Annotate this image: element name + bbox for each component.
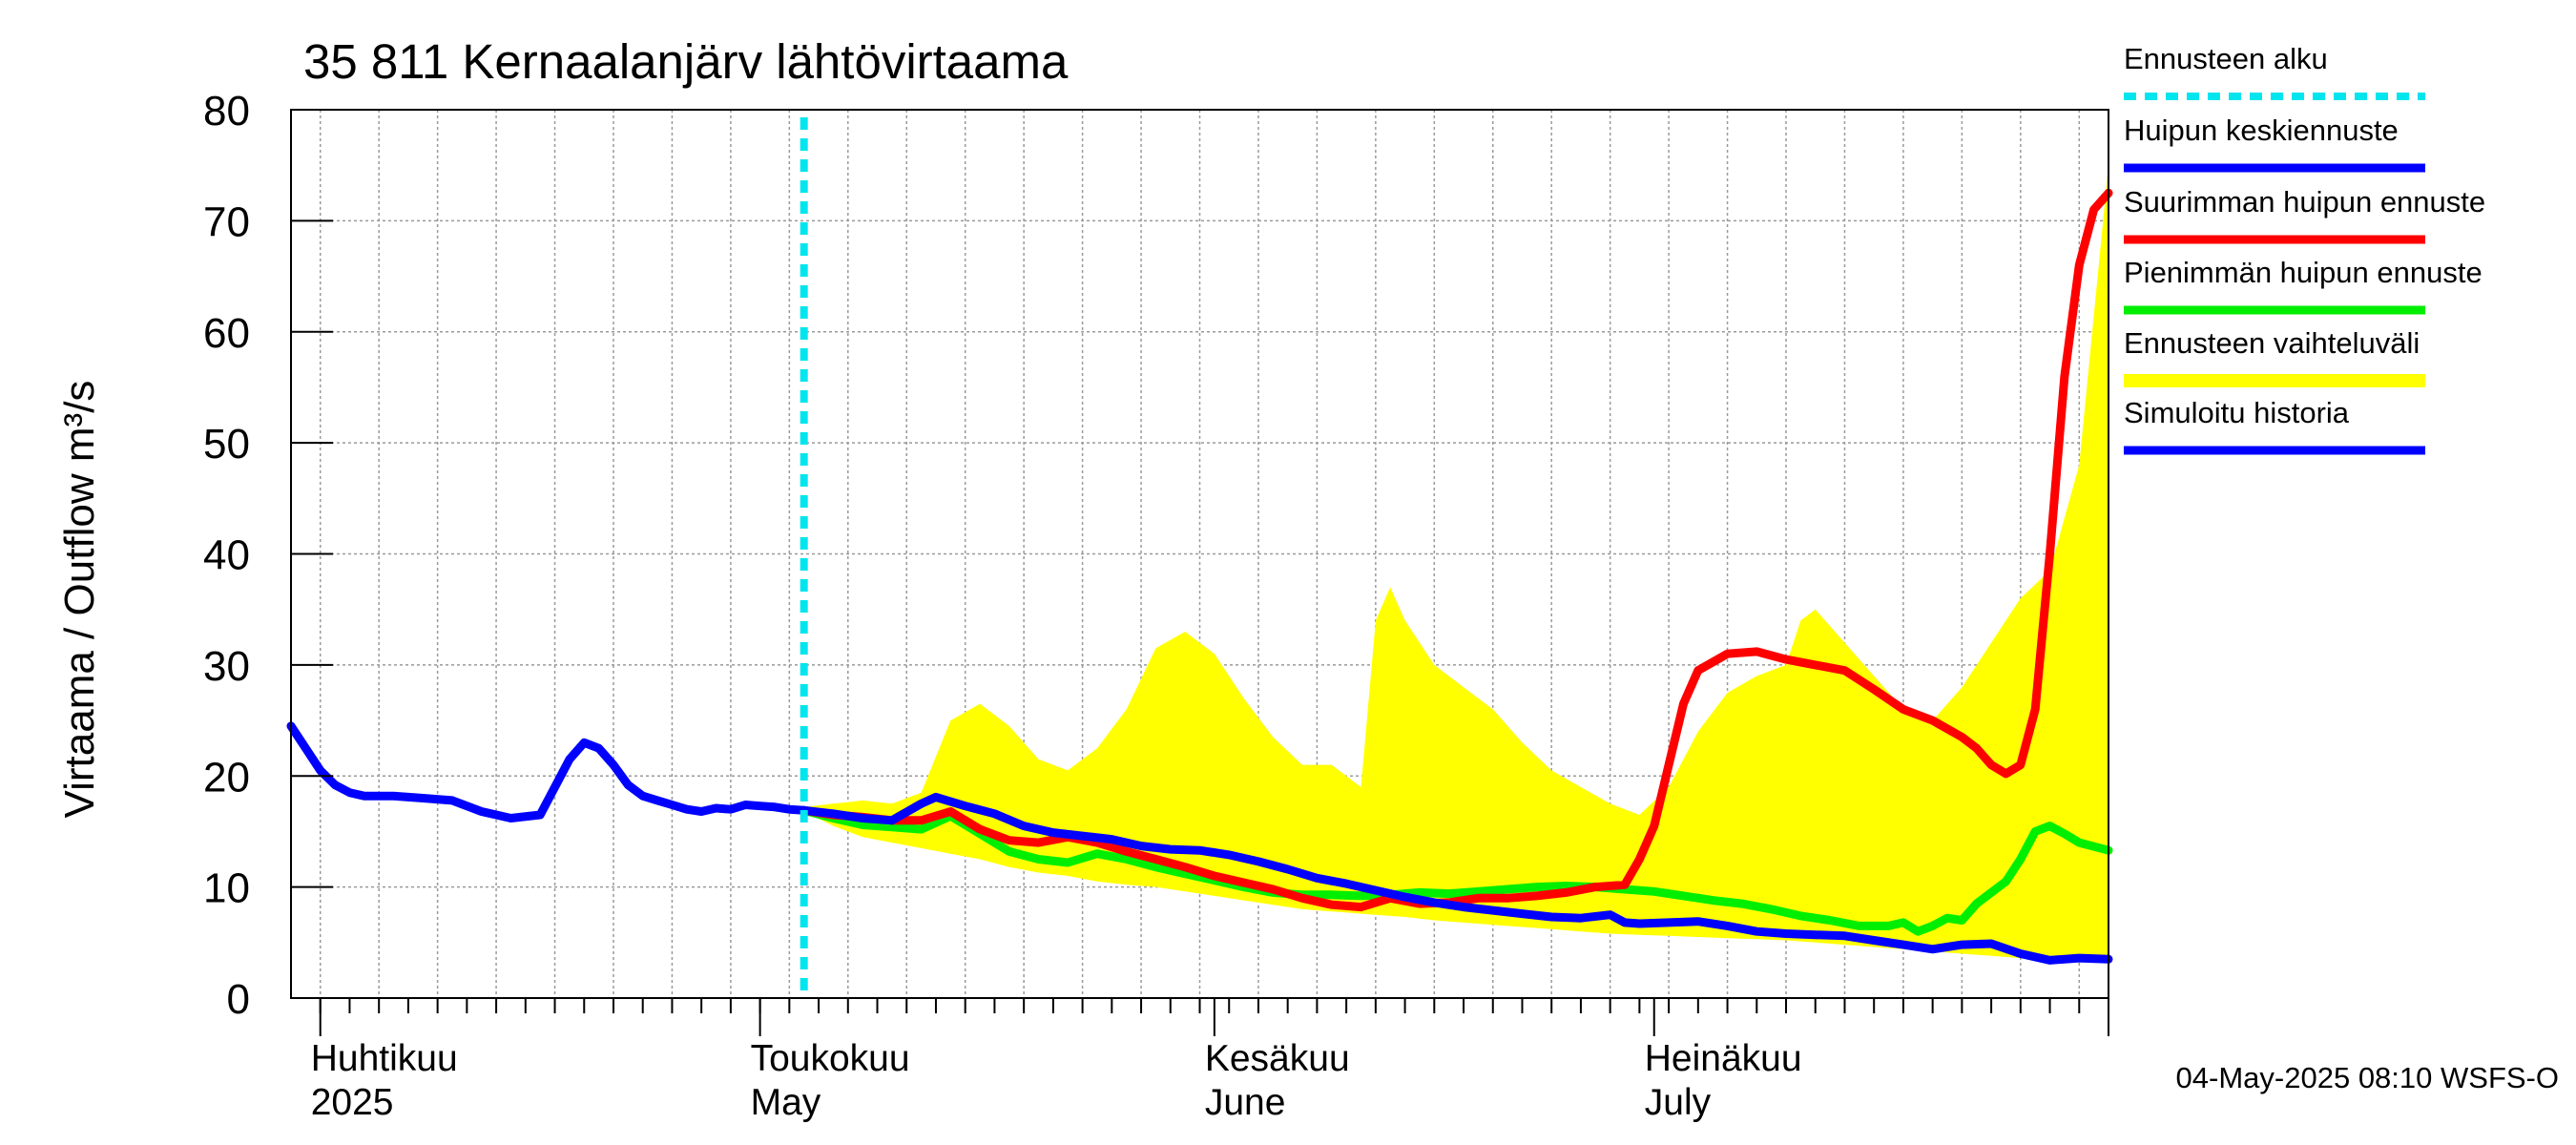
- simulated-history-line: [286, 721, 809, 822]
- y-tick-label: 60: [203, 310, 250, 357]
- legend-forecast-start: Ennusteen alku: [2124, 42, 2425, 100]
- y-tick-label: 30: [203, 643, 250, 690]
- legend-label: Huipun keskiennuste: [2124, 114, 2399, 147]
- x-month-sublabel: May: [751, 1082, 821, 1123]
- legend-label: Ennusteen vaihteluväli: [2124, 326, 2420, 360]
- min-forecast-line: [800, 805, 2113, 936]
- legend-label: Ennusteen alku: [2124, 42, 2328, 75]
- y-tick-label: 0: [227, 976, 250, 1023]
- y-axis-label: Virtaama / Outflow m³/s: [56, 381, 103, 819]
- forecast-range-band: [775, 165, 2109, 963]
- legend-max-forecast: Suurimman huipun ennuste: [2124, 185, 2485, 244]
- legend-label: Suurimman huipun ennuste: [2124, 185, 2485, 219]
- y-tick-label: 50: [203, 421, 250, 468]
- legend-swatch: [2124, 374, 2425, 387]
- legend-label: Pienimmän huipun ennuste: [2124, 256, 2483, 289]
- max-forecast-line: [800, 188, 2113, 912]
- x-month-label: Kesäkuu: [1205, 1038, 1350, 1079]
- x-month-sublabel: 2025: [311, 1082, 394, 1123]
- legend-forecast-range: Ennusteen vaihteluväli: [2124, 326, 2425, 387]
- legend-label: Simuloitu historia: [2124, 396, 2350, 429]
- x-month-sublabel: June: [1205, 1082, 1286, 1123]
- y-tick-label: 20: [203, 754, 250, 801]
- legend-min-forecast: Pienimmän huipun ennuste: [2124, 256, 2483, 315]
- forecast-range-layer: [775, 165, 2109, 963]
- x-month-label: Toukokuu: [751, 1038, 910, 1079]
- x-month-label: Huhtikuu: [311, 1038, 458, 1079]
- y-tick-label: 40: [203, 532, 250, 579]
- legend-mean-forecast: Huipun keskiennuste: [2124, 114, 2425, 173]
- series-layer: [286, 188, 2113, 965]
- legend: Ennusteen alku Huipun keskiennuste Suurimm…: [2124, 42, 2485, 455]
- footer-timestamp: 04-May-2025 08:10 WSFS-O: [2176, 1061, 2559, 1094]
- x-month-label: Heinäkuu: [1645, 1038, 1802, 1079]
- x-month-sublabel: July: [1645, 1082, 1712, 1123]
- y-tick-label: 80: [203, 88, 250, 135]
- mean-forecast-line: [800, 792, 2113, 965]
- chart-title: 35 811 Kernaalanjärv lähtövirtaama: [303, 34, 1069, 89]
- y-tick-label: 10: [203, 865, 250, 912]
- y-tick-label: 70: [203, 198, 250, 245]
- legend-simulated-history: Simuloitu historia: [2124, 396, 2425, 455]
